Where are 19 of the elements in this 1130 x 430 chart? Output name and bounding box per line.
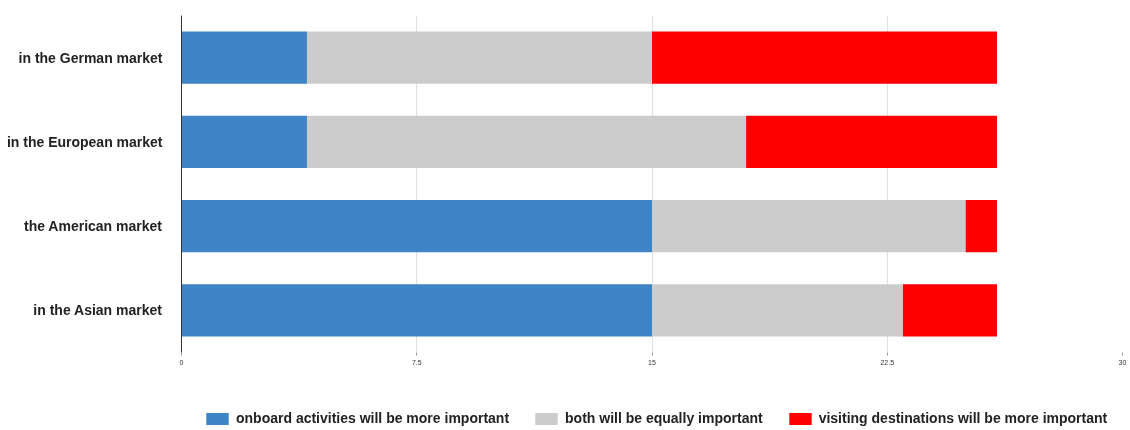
legend-label: both will be equally important xyxy=(565,410,763,426)
bar xyxy=(652,284,903,337)
bar xyxy=(652,31,998,84)
y-tick-label: in the Asian market xyxy=(33,302,163,319)
bar xyxy=(306,31,652,84)
y-tick-label: the American market xyxy=(24,218,163,235)
bar xyxy=(306,115,747,168)
bar xyxy=(181,284,652,337)
legend-label: visiting destinations will be more important xyxy=(818,410,1108,426)
legend-label: onboard activities will be more important xyxy=(236,410,510,426)
bar xyxy=(181,115,307,168)
bar xyxy=(746,115,998,168)
y-tick-label: in the German market xyxy=(18,49,163,66)
y-tick-label: in the European market xyxy=(6,133,163,150)
bar xyxy=(181,31,307,84)
bar xyxy=(652,200,966,253)
bar xyxy=(902,284,998,337)
bar xyxy=(181,200,652,253)
bar xyxy=(965,200,998,253)
